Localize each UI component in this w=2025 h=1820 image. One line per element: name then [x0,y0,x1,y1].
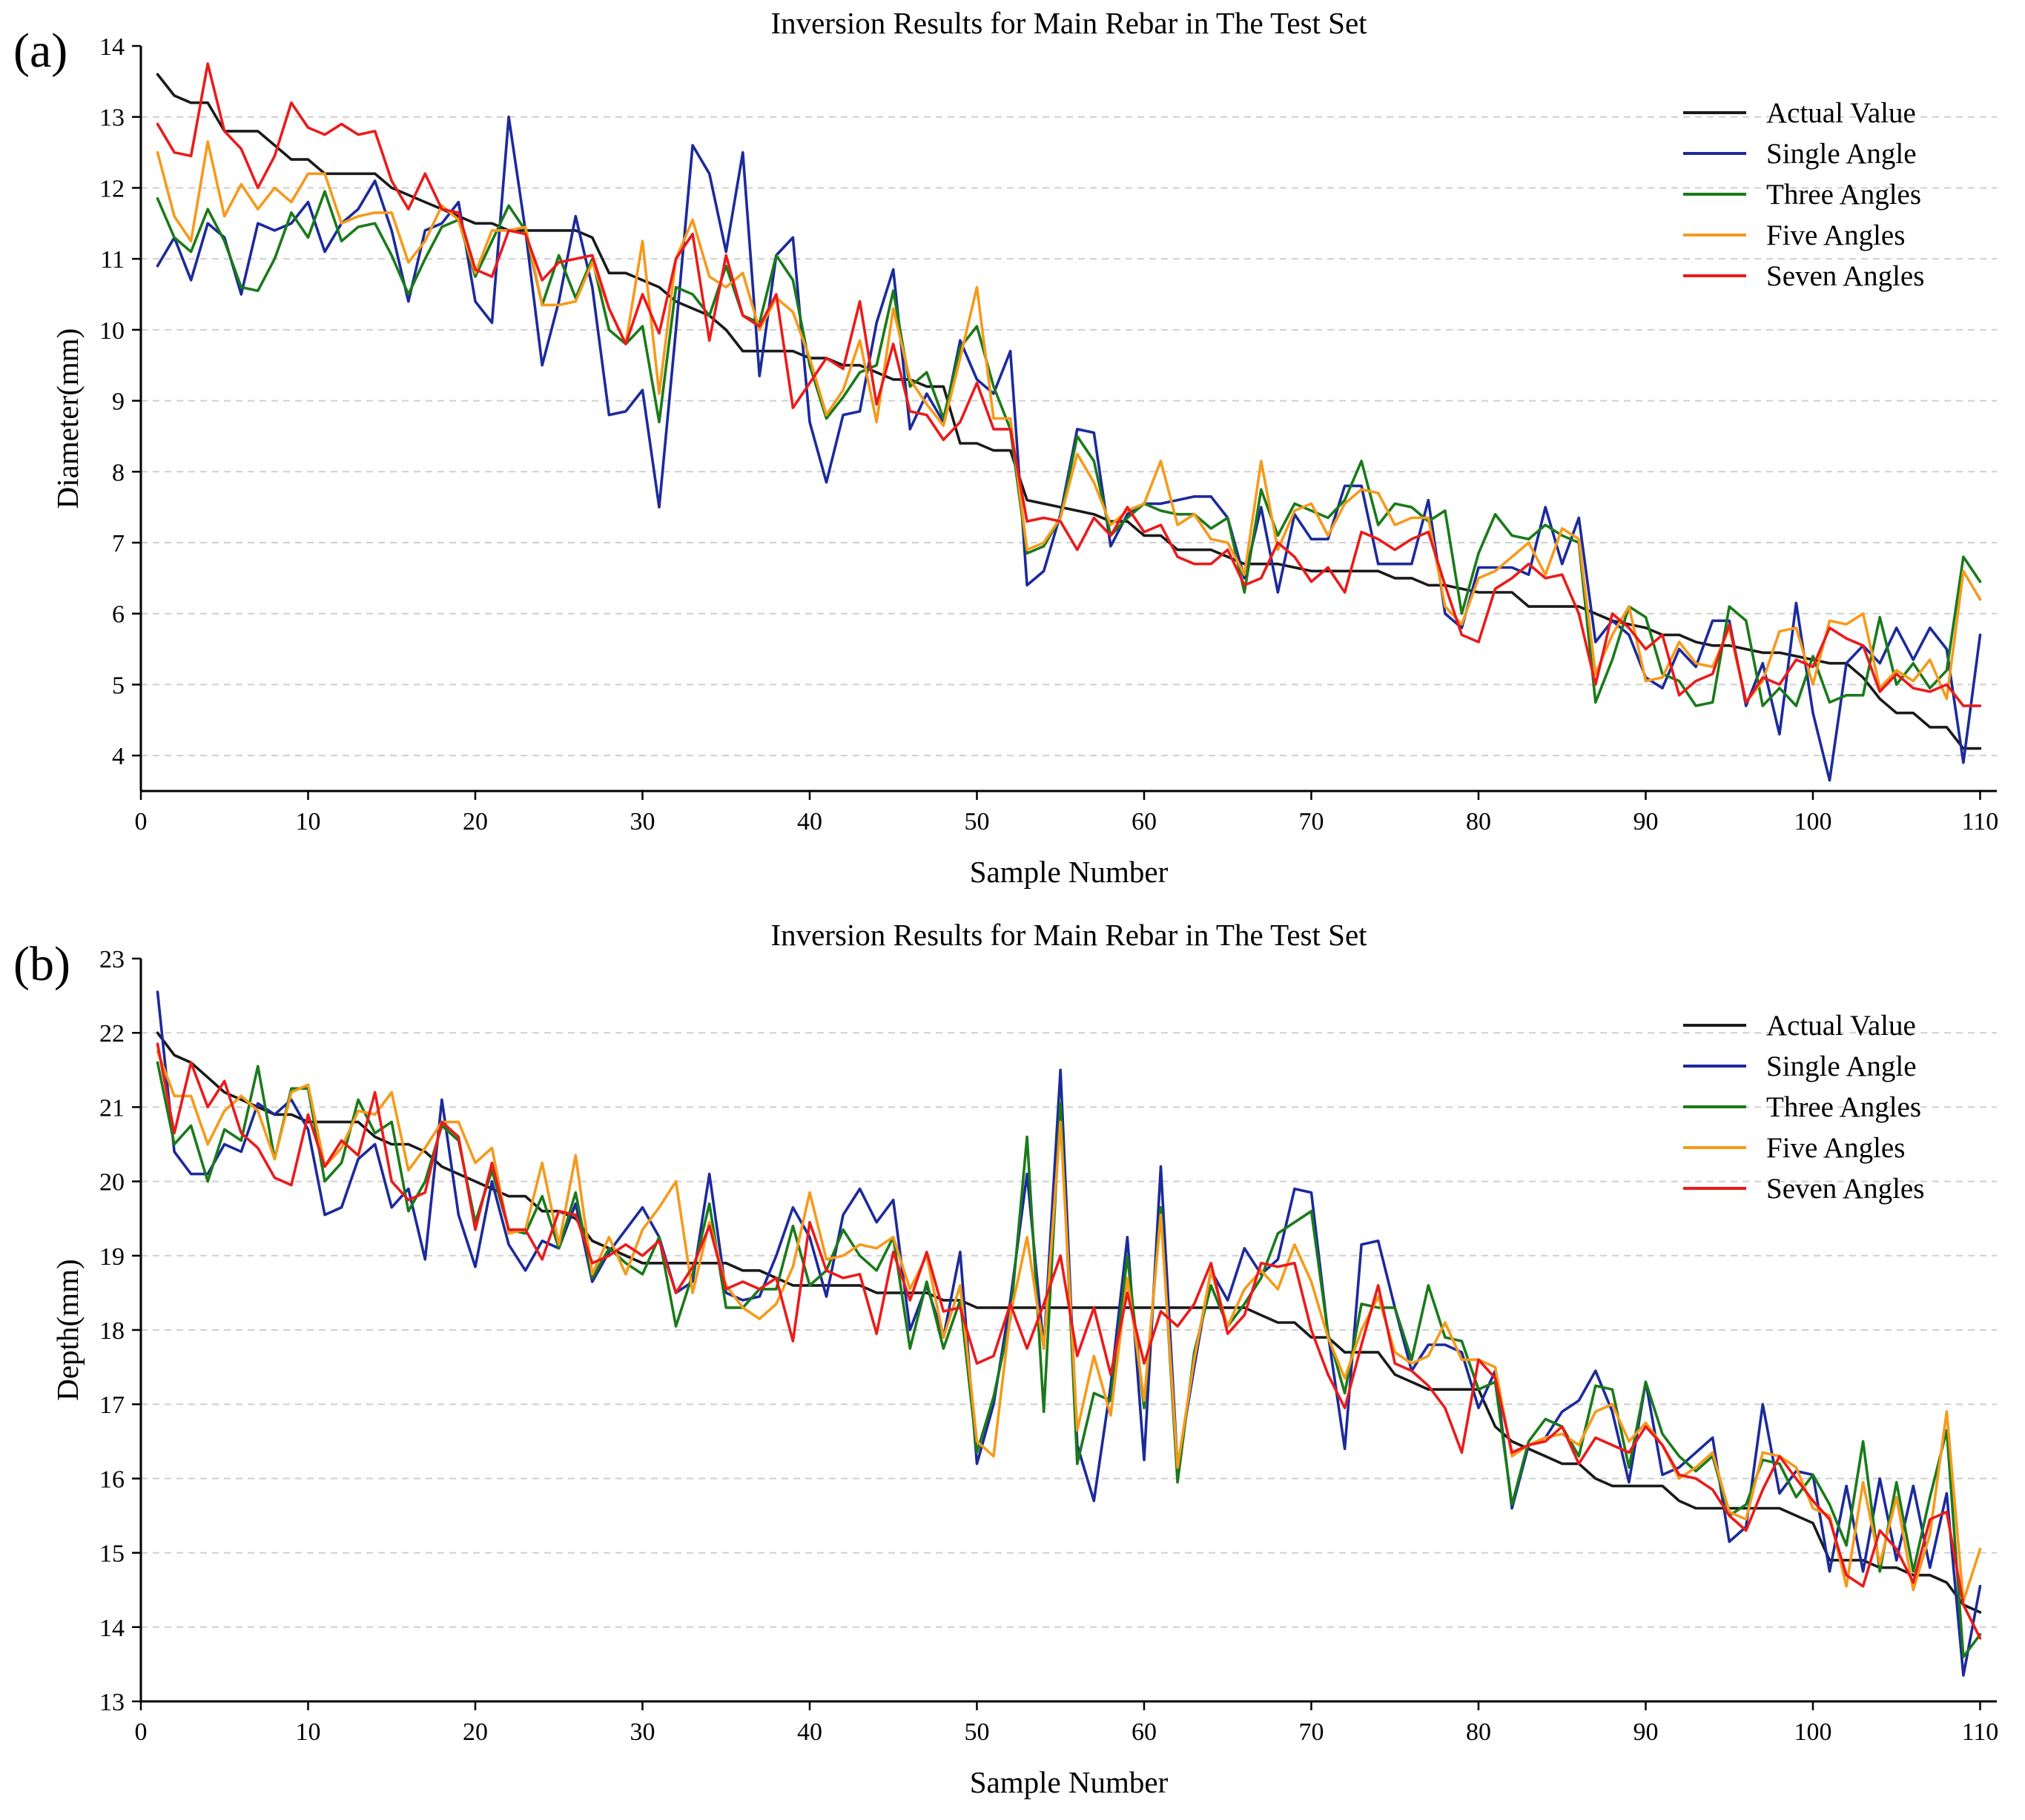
x-tick-label: 80 [1466,1718,1491,1746]
x-tick-label: 30 [630,808,655,835]
y-tick-label: 14 [99,1615,125,1642]
legend-label-three-angles: Three Angles [1766,179,1921,211]
x-tick-label: 20 [463,1718,488,1746]
legend-label-actual-value: Actual Value [1766,1010,1916,1042]
series-line-five-angles [156,140,1982,704]
legend-label-five-angles: Five Angles [1766,219,1905,251]
x-tick-label: 90 [1633,808,1658,835]
y-tick-label: 16 [99,1466,125,1493]
x-tick-label: 40 [797,808,822,835]
series-line-single-angle [156,990,1982,1677]
x-tick-label: 0 [135,808,148,835]
x-tick-label: 30 [630,1718,655,1746]
x-tick-label: 80 [1466,808,1491,835]
x-tick-label: 110 [1962,808,1999,835]
series-line-seven-angles [156,62,1982,707]
y-tick-label: 23 [99,946,125,973]
x-tick-label: 90 [1633,1718,1658,1746]
panel-label: (b) [13,937,70,991]
legend: Actual Value Single Angle Three Angles Five… [1683,97,1924,292]
x-tick-label: 110 [1962,1718,1999,1746]
x-tick-label: 50 [964,808,989,835]
legend-label-single-angle: Single Angle [1766,138,1917,170]
panel-label: (a) [13,24,67,78]
panel-a: (a) Inversion Results for Main Rebar in T… [13,6,1998,889]
legend-label-seven-angles: Seven Angles [1766,1173,1924,1205]
x-tick-label: 0 [135,1718,148,1746]
series-line-seven-angles [156,1042,1982,1640]
y-tick-label: 22 [99,1020,125,1048]
series-line-five-angles [156,1050,1982,1603]
x-tick-label: 60 [1132,1718,1157,1746]
x-tick-label: 40 [797,1718,822,1746]
y-tick-label: 17 [99,1392,125,1419]
y-tick-label: 14 [99,33,125,61]
series-line-three-angles [156,190,1982,707]
x-tick-label: 10 [295,808,320,835]
chart-title: Inversion Results for Main Rebar in The … [770,918,1367,952]
y-tick-label: 15 [99,1541,125,1568]
series-group [156,990,1982,1677]
y-tick-label: 13 [99,1689,125,1716]
legend-label-three-angles: Three Angles [1766,1091,1921,1123]
legend-label-actual-value: Actual Value [1766,97,1916,129]
legend: Actual Value Single Angle Three Angles Five… [1683,1010,1924,1205]
y-tick-label: 6 [112,601,125,629]
x-tick-label: 50 [964,1718,989,1746]
legend-label-seven-angles: Seven Angles [1766,260,1924,292]
y-tick-label: 9 [112,388,125,416]
panel-b: (b) Inversion Results for Main Rebar in T… [13,918,1998,1799]
legend-label-single-angle: Single Angle [1766,1050,1917,1082]
series-line-actual-value [156,73,1982,750]
y-tick-label: 21 [99,1094,125,1122]
x-axis-title: Sample Number [970,1765,1169,1799]
series-line-three-angles [156,1061,1982,1658]
y-tick-label: 20 [99,1169,125,1197]
x-tick-label: 100 [1794,808,1831,835]
y-axis-title: Depth(mm) [50,1259,85,1400]
y-tick-label: 12 [99,175,125,202]
y-tick-label: 13 [99,105,125,132]
y-tick-label: 18 [99,1317,125,1345]
legend-label-five-angles: Five Angles [1766,1132,1905,1164]
series-line-actual-value [156,1031,1982,1614]
y-tick-label: 11 [100,246,125,274]
y-axis-title: Diameter(mm) [50,328,85,509]
x-tick-label: 70 [1298,1718,1324,1746]
y-tick-label: 8 [112,459,125,486]
x-tick-label: 60 [1132,808,1157,835]
x-tick-label: 20 [463,808,488,835]
y-tick-label: 7 [112,530,125,557]
y-tick-label: 4 [112,743,125,770]
x-tick-label: 100 [1794,1718,1831,1746]
y-tick-label: 10 [99,317,125,345]
series-line-single-angle [156,115,1982,782]
x-tick-label: 10 [295,1718,320,1746]
x-axis-title: Sample Number [970,855,1169,889]
y-tick-label: 5 [112,672,125,699]
y-tick-label: 19 [99,1243,125,1271]
x-tick-label: 70 [1298,808,1324,835]
chart-title: Inversion Results for Main Rebar in The … [770,6,1367,40]
series-group [156,62,1982,782]
